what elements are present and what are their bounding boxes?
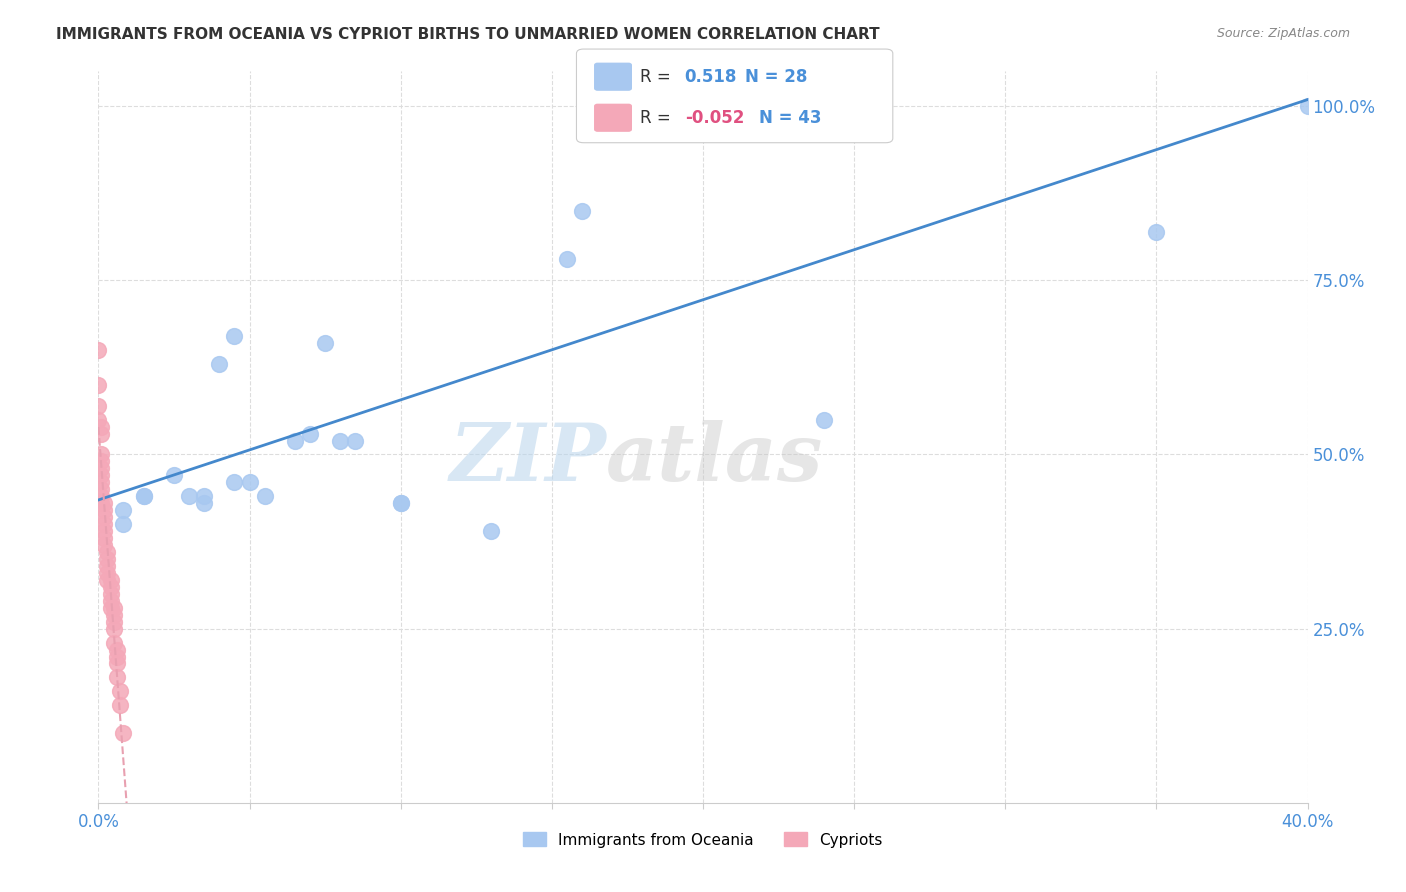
Point — [616, 99, 638, 113]
Point — [103, 622, 125, 636]
Text: atlas: atlas — [606, 420, 824, 498]
Legend: Immigrants from Oceania, Cypriots: Immigrants from Oceania, Cypriots — [517, 826, 889, 854]
Point — [90, 419, 112, 434]
Point — [253, 489, 276, 503]
Point — [100, 600, 122, 615]
Point — [179, 489, 201, 503]
Point — [111, 517, 134, 532]
Point — [208, 357, 231, 371]
Point — [96, 566, 118, 580]
Point — [602, 99, 624, 113]
Point — [100, 594, 122, 608]
Point — [329, 434, 352, 448]
Point — [314, 336, 336, 351]
Point — [90, 448, 112, 462]
Point — [105, 649, 128, 664]
Text: 0.518: 0.518 — [685, 68, 737, 86]
Text: R =: R = — [640, 109, 676, 127]
Point — [96, 545, 118, 559]
Point — [100, 587, 122, 601]
Point — [93, 538, 115, 552]
Point — [193, 489, 215, 503]
Point — [105, 670, 128, 684]
Point — [93, 503, 115, 517]
Point — [344, 434, 367, 448]
Point — [103, 600, 125, 615]
Point — [87, 377, 110, 392]
Point — [555, 252, 578, 267]
Point — [87, 399, 110, 413]
Point — [96, 573, 118, 587]
Point — [1296, 99, 1319, 113]
Point — [87, 343, 110, 357]
Point — [389, 496, 412, 510]
Point — [571, 203, 593, 218]
Point — [111, 503, 134, 517]
Point — [103, 635, 125, 649]
Point — [239, 475, 262, 490]
Point — [1146, 225, 1168, 239]
Point — [90, 461, 112, 475]
Point — [111, 726, 134, 740]
Point — [93, 524, 115, 538]
Point — [96, 558, 118, 573]
Point — [103, 615, 125, 629]
Point — [105, 642, 128, 657]
Text: N = 43: N = 43 — [759, 109, 821, 127]
Point — [389, 496, 412, 510]
Point — [105, 657, 128, 671]
Point — [87, 412, 110, 426]
Point — [90, 426, 112, 441]
Text: ZIP: ZIP — [450, 420, 606, 498]
Point — [93, 496, 115, 510]
Point — [132, 489, 155, 503]
Point — [163, 468, 186, 483]
Point — [299, 426, 322, 441]
Text: Source: ZipAtlas.com: Source: ZipAtlas.com — [1216, 27, 1350, 40]
Point — [813, 412, 835, 426]
Text: N = 28: N = 28 — [745, 68, 807, 86]
Point — [103, 607, 125, 622]
Point — [100, 580, 122, 594]
Point — [93, 517, 115, 532]
Point — [284, 434, 307, 448]
Point — [93, 531, 115, 545]
Point — [224, 329, 246, 343]
Point — [132, 489, 155, 503]
Point — [108, 684, 131, 698]
Point — [90, 475, 112, 490]
Point — [481, 524, 503, 538]
Point — [224, 475, 246, 490]
Text: IMMIGRANTS FROM OCEANIA VS CYPRIOT BIRTHS TO UNMARRIED WOMEN CORRELATION CHART: IMMIGRANTS FROM OCEANIA VS CYPRIOT BIRTH… — [56, 27, 880, 42]
Text: R =: R = — [640, 68, 676, 86]
Point — [108, 698, 131, 713]
Point — [193, 496, 215, 510]
Point — [90, 483, 112, 497]
Point — [96, 552, 118, 566]
Point — [90, 489, 112, 503]
Point — [93, 510, 115, 524]
Point — [100, 573, 122, 587]
Point — [90, 496, 112, 510]
Point — [90, 454, 112, 468]
Text: -0.052: -0.052 — [685, 109, 744, 127]
Point — [90, 468, 112, 483]
